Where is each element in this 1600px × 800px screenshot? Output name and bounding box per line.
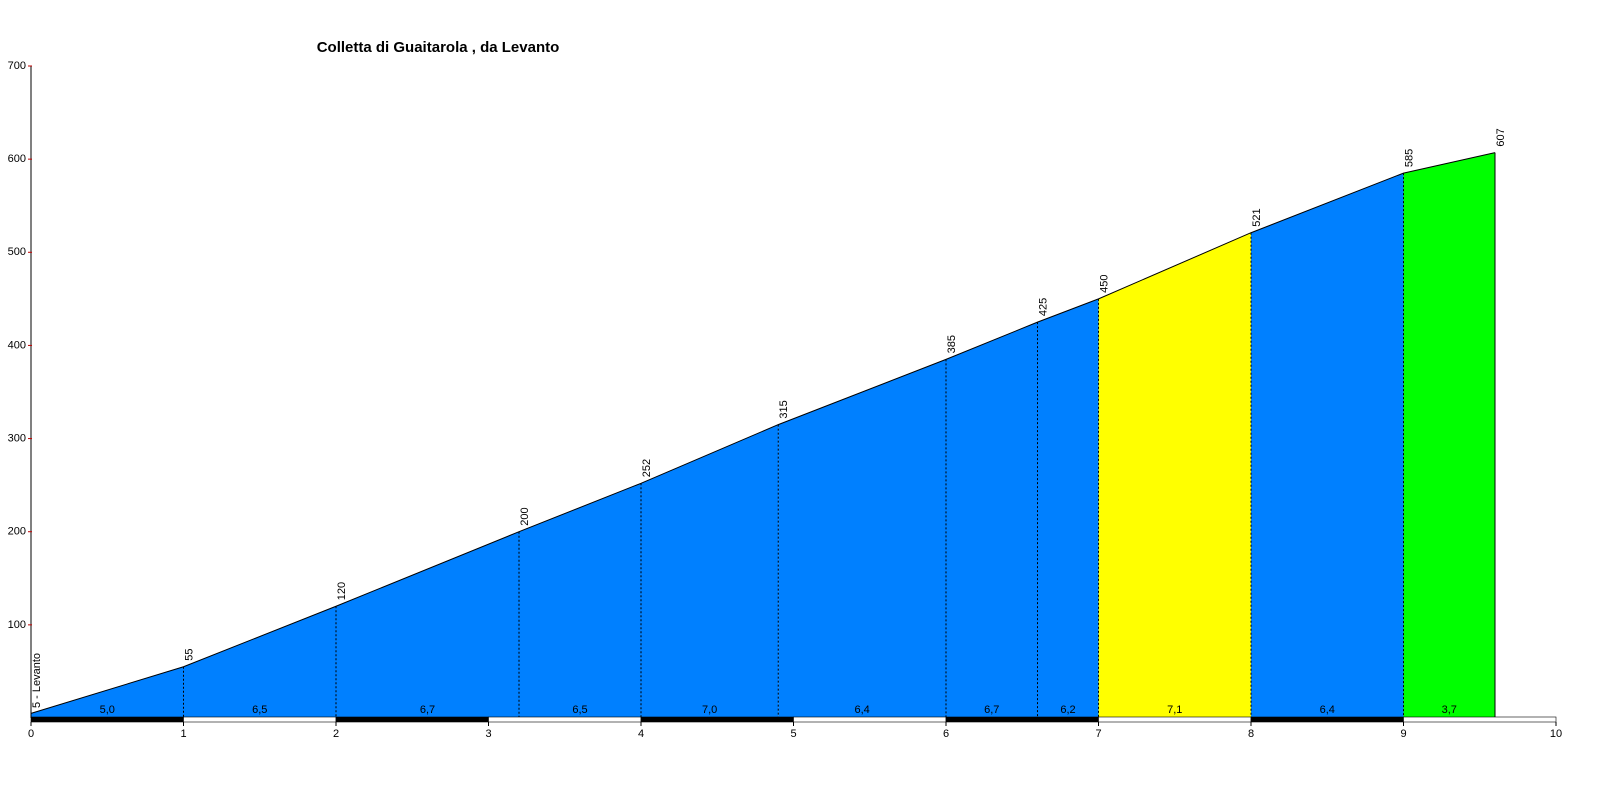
scale-bar — [488, 716, 642, 723]
profile-segment — [1037, 298, 1099, 718]
profile-segment — [1098, 232, 1251, 718]
y-tick-label: 600 — [8, 153, 26, 165]
x-tick-label: 4 — [638, 728, 644, 740]
profile-segment — [1403, 152, 1495, 718]
y-tick-label: 300 — [8, 432, 26, 444]
x-tick-label: 5 — [790, 728, 796, 740]
y-tick-label: 100 — [8, 619, 26, 631]
profile-segment — [183, 606, 336, 718]
gradient-label: 6,2 — [1060, 704, 1075, 716]
scale-bar — [640, 716, 794, 723]
scale-bar — [1403, 716, 1557, 723]
gradient-label: 6,7 — [420, 704, 435, 716]
elevation-label: 521 — [1251, 208, 1263, 226]
chart-title: Colletta di Guaitarola , da Levanto — [317, 39, 560, 56]
elevation-label: 585 — [1403, 149, 1415, 167]
elevation-label: 55 — [183, 649, 195, 661]
y-tick-label: 200 — [8, 526, 26, 538]
gradient-label: 5,0 — [100, 704, 115, 716]
y-tick-label: 500 — [8, 246, 26, 258]
profile-line — [30, 152, 1496, 714]
elevation-label: 315 — [778, 400, 790, 418]
x-tick-label: 8 — [1248, 728, 1254, 740]
x-tick-label: 10 — [1550, 728, 1562, 740]
elevation-label: 450 — [1098, 274, 1110, 292]
profile-segment — [1251, 173, 1404, 719]
profile-segment — [778, 359, 946, 718]
x-tick-label: 6 — [943, 728, 949, 740]
gradient-label: 6,5 — [252, 704, 267, 716]
scale-bar — [1098, 716, 1252, 723]
scale-bar — [30, 716, 184, 723]
scale-bar — [945, 716, 1099, 723]
scale-bar — [183, 716, 337, 723]
x-tick-label: 9 — [1400, 728, 1406, 740]
gradient-label: 7,0 — [702, 704, 717, 716]
elevation-label: 252 — [641, 459, 653, 477]
gradient-label: 6,4 — [854, 704, 869, 716]
elevation-label: 200 — [519, 507, 531, 525]
profile-segment — [641, 424, 779, 718]
x-tick-label: 7 — [1095, 728, 1101, 740]
elevation-label: 425 — [1037, 298, 1049, 316]
profile-segment — [946, 322, 1038, 718]
y-tick-label: 700 — [8, 60, 26, 72]
profile-segment — [519, 483, 641, 718]
profile-segment — [336, 531, 519, 718]
gradient-label: 6,5 — [572, 704, 587, 716]
gradient-label: 6,4 — [1320, 704, 1335, 716]
scale-bar — [1250, 716, 1404, 723]
x-tick-label: 0 — [28, 728, 34, 740]
elevation-label: 385 — [946, 335, 958, 353]
x-tick-label: 3 — [485, 728, 491, 740]
x-tick-label: 1 — [180, 728, 186, 740]
y-tick-label: 400 — [8, 339, 26, 351]
elevation-label: 607 — [1495, 128, 1507, 146]
gradient-label: 6,7 — [984, 704, 999, 716]
x-tick-label: 2 — [333, 728, 339, 740]
gradient-label: 7,1 — [1167, 704, 1182, 716]
scale-bar — [793, 716, 947, 723]
gradient-label: 3,7 — [1442, 704, 1457, 716]
elevation-label: 120 — [336, 582, 348, 600]
profile-segment — [31, 666, 184, 718]
scale-bar — [335, 716, 489, 723]
elevation-label: 5 - Levanto — [31, 653, 43, 708]
